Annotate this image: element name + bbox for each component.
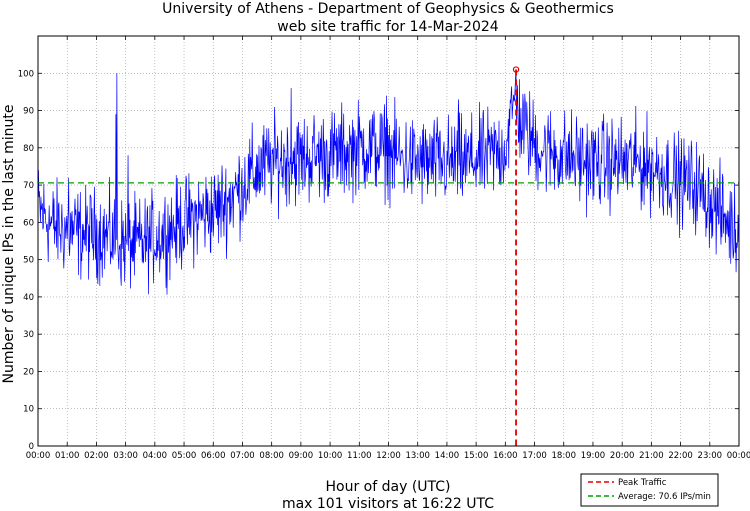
plot-frame	[37, 35, 740, 447]
y-tick-label: 40	[23, 293, 34, 303]
x-tick-label: 00:00	[727, 451, 750, 461]
grid	[38, 36, 739, 446]
peak-marker	[512, 66, 520, 73]
x-tick-label: 11:00	[347, 451, 372, 461]
x-tick-label: 15:00	[464, 451, 489, 461]
legend: Peak Traffic Average: 70.6 IPs/min	[580, 473, 719, 507]
legend-average-label: Average: 70.6 IPs/min	[618, 492, 711, 502]
chart-subtitle: web site traffic for 14-Mar-2024	[277, 19, 499, 35]
x-tick-label: 23:00	[698, 451, 723, 461]
x-tick-label: 18:00	[552, 451, 577, 461]
y-tick-label: 100	[18, 69, 34, 79]
y-axis-label: Number of unique IPs in the last minute	[1, 105, 17, 384]
x-tick-label: 07:00	[230, 451, 255, 461]
x-tick-label: 13:00	[405, 451, 430, 461]
x-tick-label: 21:00	[639, 451, 664, 461]
x-tick-label: 14:00	[435, 451, 460, 461]
y-tick-label: 0	[29, 442, 34, 452]
y-tick-label: 60	[23, 218, 34, 228]
x-tick-label: 03:00	[113, 451, 138, 461]
x-tick-label: 17:00	[522, 451, 547, 461]
y-tick-label: 20	[23, 367, 34, 377]
x-tick-label: 08:00	[259, 451, 284, 461]
x-tick-label: 01:00	[55, 451, 80, 461]
x-tick-label: 09:00	[289, 451, 314, 461]
x-tick-label: 06:00	[201, 451, 226, 461]
x-tick-label: 12:00	[376, 451, 401, 461]
x-tick-label: 10:00	[318, 451, 343, 461]
x-tick-label: 05:00	[172, 451, 197, 461]
footer-max-visitors: max 101 visitors at 16:22 UTC	[282, 496, 494, 511]
x-tick-label: 16:00	[493, 451, 518, 461]
x-tick-label: 22:00	[668, 451, 693, 461]
y-tick-label: 70	[23, 181, 34, 191]
y-axis-ticks: 0 10 20 30 40 50 60 70 80 90 100	[18, 69, 739, 452]
legend-peak-label: Peak Traffic	[618, 478, 667, 488]
x-tick-label: 20:00	[610, 451, 635, 461]
legend-box	[580, 473, 719, 507]
x-tick-label: 00:00	[26, 451, 51, 461]
x-axis-label: Hour of day (UTC)	[326, 479, 451, 495]
x-axis-ticks: 00:00 01:00 02:00 03:00 04:00 05:00 06:00 07:00…	[26, 36, 750, 461]
y-tick-label: 80	[23, 144, 34, 154]
chart-title: University of Athens - Department of Geo…	[162, 1, 614, 17]
x-tick-label: 04:00	[143, 451, 168, 461]
y-tick-label: 30	[23, 330, 34, 340]
traffic-series-line	[37, 69, 740, 295]
y-tick-label: 90	[23, 107, 34, 117]
x-tick-label: 02:00	[84, 451, 109, 461]
x-tick-label: 19:00	[581, 451, 606, 461]
y-tick-label: 10	[23, 405, 34, 415]
y-tick-label: 50	[23, 256, 34, 266]
